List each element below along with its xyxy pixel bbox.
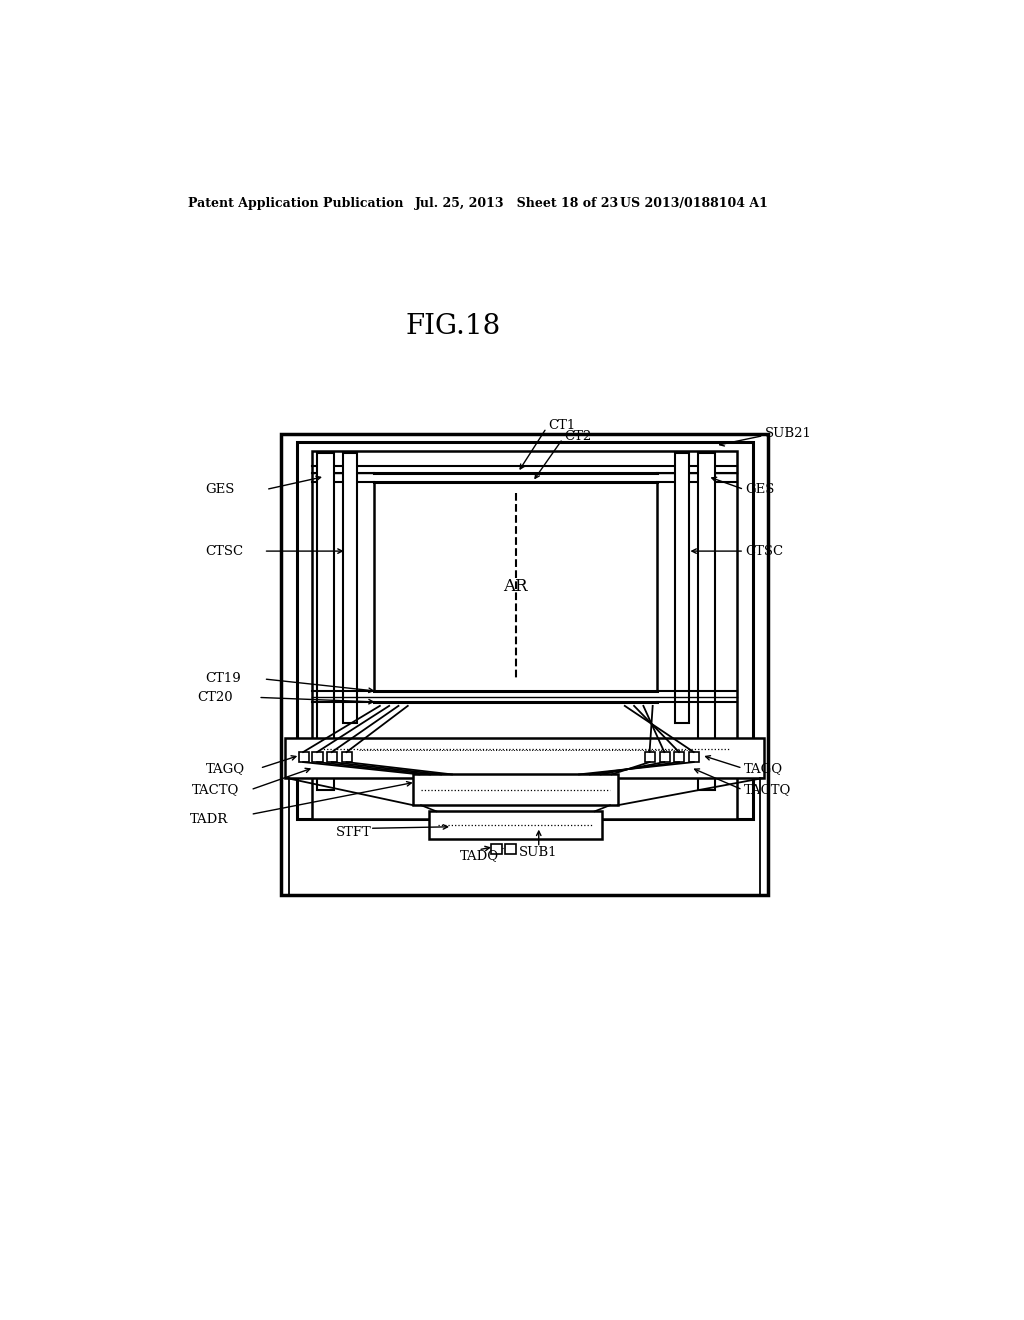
Text: AR: AR [503,578,527,595]
Bar [492,843,502,854]
Bar [645,752,655,762]
Bar [343,453,357,723]
Bar [312,752,323,762]
Text: TAGQ: TAGQ [744,762,783,775]
Bar [286,738,764,779]
Text: SUB1: SUB1 [518,846,557,859]
Bar [342,752,352,762]
Bar [328,752,337,762]
Text: TACTQ: TACTQ [744,783,792,796]
Text: CT20: CT20 [198,690,233,704]
Bar [506,843,515,854]
Bar [299,752,308,762]
Text: CTSC: CTSC [206,545,244,557]
Text: US 2013/0188104 A1: US 2013/0188104 A1 [621,197,768,210]
Text: Jul. 25, 2013   Sheet 18 of 23: Jul. 25, 2013 Sheet 18 of 23 [415,197,618,210]
Text: CT2: CT2 [564,430,592,444]
Bar [317,453,334,789]
Bar [312,451,737,818]
Bar [375,482,656,692]
Text: GES: GES [745,483,775,496]
Text: TACTQ: TACTQ [191,783,239,796]
Bar [429,812,602,840]
Text: TADR: TADR [190,813,228,825]
Text: CTSC: CTSC [745,545,783,557]
Text: CT19: CT19 [206,672,242,685]
Bar [675,453,689,723]
Text: CT1: CT1 [548,418,575,432]
Text: TAGQ: TAGQ [206,762,245,775]
Bar [689,752,699,762]
Text: Patent Application Publication: Patent Application Publication [188,197,403,210]
Bar [414,775,617,805]
Bar [675,752,684,762]
Text: TADQ: TADQ [460,849,499,862]
Bar [282,434,768,895]
Bar [297,442,753,818]
Bar [659,752,670,762]
Text: GES: GES [206,483,234,496]
Text: SUB21: SUB21 [765,426,812,440]
Text: FIG.18: FIG.18 [406,313,501,339]
Bar [698,453,716,789]
Text: STFT: STFT [336,826,372,840]
